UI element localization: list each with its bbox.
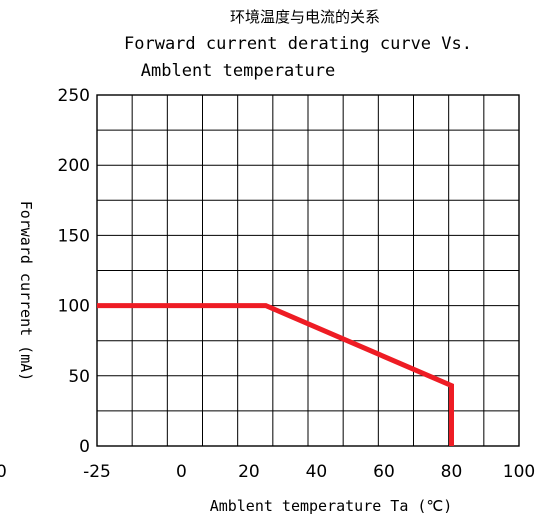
x-tick-label: 60 bbox=[373, 462, 395, 482]
y-tick-label: 150 bbox=[58, 226, 90, 246]
stray-zero-label: 0 bbox=[0, 462, 7, 482]
x-tick-label: 0 bbox=[176, 462, 187, 482]
x-axis-label: Amblent temperature Ta (℃) bbox=[210, 497, 453, 515]
curve-layer bbox=[97, 303, 454, 446]
y-axis-label: Forward current (mA) bbox=[17, 201, 35, 382]
y-tick-labels: 0 50 100 150 200 250 bbox=[58, 86, 90, 457]
grid bbox=[97, 95, 519, 446]
x-tick-label: 20 bbox=[238, 462, 260, 482]
chart-subtitle-line-2: Amblent temperature bbox=[141, 61, 335, 81]
plot-frame bbox=[96, 94, 520, 447]
chart-title: 环境温度与电流的关系 bbox=[230, 8, 380, 26]
chart-subtitle-line-1: Forward current derating curve Vs. bbox=[124, 34, 472, 54]
y-tick-label: 0 bbox=[79, 437, 90, 457]
y-tick-label: 250 bbox=[58, 86, 90, 106]
y-tick-label: 50 bbox=[68, 367, 90, 387]
y-tick-label: 200 bbox=[58, 156, 90, 176]
derating-curve bbox=[97, 303, 454, 446]
y-tick-label: 100 bbox=[58, 297, 90, 317]
x-tick-label: 100 bbox=[503, 462, 535, 482]
x-tick-label: -25 bbox=[83, 462, 111, 482]
x-tick-label: 80 bbox=[441, 462, 463, 482]
x-tick-label: 40 bbox=[306, 462, 328, 482]
x-tick-labels: -25 0 20 40 60 80 100 bbox=[83, 462, 535, 482]
